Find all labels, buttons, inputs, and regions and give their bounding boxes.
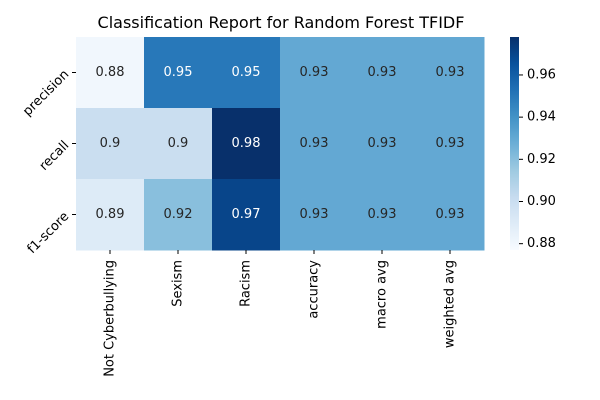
heatmap-cell <box>348 108 417 180</box>
heatmap-cell-label: 0.93 <box>368 207 397 222</box>
heatmap-cell <box>76 37 145 109</box>
heatmap-cell <box>416 37 485 109</box>
heatmap-cell-label: 0.88 <box>96 65 125 80</box>
heatmap-cell-label: 0.92 <box>164 207 193 222</box>
heatmap-cell <box>144 37 213 109</box>
x-axis-tick-label: Racism <box>239 260 254 307</box>
heatmap-cell <box>280 37 349 109</box>
colorbar-tick-label: 0.94 <box>527 110 556 125</box>
heatmap-cell <box>76 179 145 251</box>
heatmap-cell-label: 0.95 <box>164 65 193 80</box>
x-axis-tick-label: weighted avg <box>443 260 458 348</box>
x-axis-tick-label: Sexism <box>171 260 186 307</box>
heatmap-cell <box>416 179 485 251</box>
heatmap-cell <box>144 179 213 251</box>
heatmap-cell <box>348 37 417 109</box>
heatmap-cell-label: 0.93 <box>368 65 397 80</box>
x-axis-tick-label: Not Cyberbullying <box>103 260 118 377</box>
heatmap-cell <box>212 37 281 109</box>
heatmap-cell-label: 0.93 <box>300 65 329 80</box>
heatmap-cell-label: 0.93 <box>436 207 465 222</box>
heatmap-cell-label: 0.9 <box>100 136 121 151</box>
colorbar-gradient <box>510 37 519 250</box>
heatmap-grid: 0.88 0.95 0.95 0.93 0.93 0.93 0.9 0.9 0.98 0.93 0.… <box>76 37 485 251</box>
heatmap-cell <box>348 179 417 251</box>
y-axis-tick-label: precision <box>20 67 72 119</box>
y-axis-tick-label: f1-score <box>25 209 73 257</box>
heatmap-cell-label: 0.93 <box>300 207 329 222</box>
heatmap-cell-label: 0.89 <box>96 207 125 222</box>
heatmap-cell <box>280 108 349 180</box>
heatmap-cell-label: 0.97 <box>232 207 261 222</box>
y-axis: precision recall f1-score <box>20 67 76 257</box>
colorbar-tick-label: 0.96 <box>527 67 556 82</box>
heatmap-cell-label: 0.93 <box>436 136 465 151</box>
heatmap-cell-label: 0.93 <box>368 136 397 151</box>
heatmap-cell <box>76 108 145 180</box>
colorbar-tick-label: 0.88 <box>527 236 556 251</box>
x-axis-tick-label: accuracy <box>307 260 322 319</box>
colorbar-tick-label: 0.92 <box>527 152 556 167</box>
chart-title: Classification Report for Random Forest … <box>98 13 465 32</box>
heatmap-cell-label: 0.93 <box>436 65 465 80</box>
heatmap-cell <box>144 108 213 180</box>
heatmap-cell <box>212 179 281 251</box>
colorbar-ticks: 0.88 0.90 0.92 0.94 0.96 <box>519 67 556 251</box>
heatmap-cell <box>280 179 349 251</box>
heatmap-cell-label: 0.93 <box>300 136 329 151</box>
colorbar-tick-label: 0.90 <box>527 194 556 209</box>
x-axis: Not Cyberbullying Sexism Racism accuracy mac… <box>103 250 458 377</box>
x-axis-tick-label: macro avg <box>375 260 390 329</box>
y-axis-tick-label: recall <box>37 138 73 174</box>
heatmap-cell-label: 0.98 <box>232 136 261 151</box>
colorbar: 0.88 0.90 0.92 0.94 0.96 <box>510 37 556 251</box>
heatmap-cell <box>416 108 485 180</box>
heatmap-cell-label: 0.9 <box>168 136 189 151</box>
heatmap-cell-label: 0.95 <box>232 65 261 80</box>
heatmap-cell <box>212 108 281 180</box>
